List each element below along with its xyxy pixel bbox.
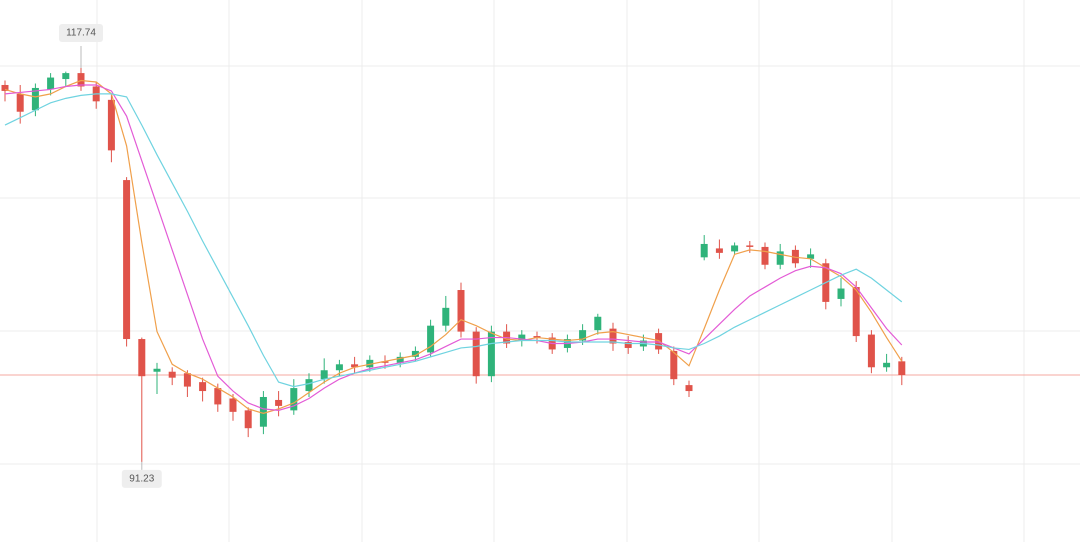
candle-body [518, 334, 526, 341]
candle-body [715, 248, 723, 253]
candle-body [700, 243, 708, 258]
moving-average [4, 93, 903, 388]
candle-body [852, 287, 860, 337]
candle-body [47, 77, 55, 90]
candle-body [366, 359, 374, 368]
candle-body [305, 379, 313, 392]
low-label-box [121, 469, 162, 488]
candle-body [898, 361, 906, 376]
candle-body [685, 385, 693, 392]
candle-body [275, 399, 283, 406]
candle-body [244, 410, 252, 429]
candle-body [229, 398, 237, 412]
high-label: 117.74 [66, 28, 96, 39]
candle-body [624, 342, 632, 348]
candle-body [883, 362, 891, 368]
high-label-box [59, 24, 103, 43]
candle-body [183, 373, 191, 387]
candle-body [731, 245, 739, 252]
candle-body [776, 251, 784, 265]
candle-body [320, 370, 328, 380]
candle-body [16, 93, 24, 112]
moving-average [4, 79, 903, 414]
candle-body [107, 99, 115, 151]
candle-body [791, 249, 799, 264]
candle-body [761, 246, 769, 265]
candle-body [427, 325, 435, 353]
candle-body [442, 307, 450, 326]
candle-body [396, 356, 404, 363]
candle-body [472, 331, 480, 377]
candle-body [807, 254, 815, 259]
candle-body [533, 336, 541, 338]
candle-body [138, 339, 146, 377]
candle-body [214, 388, 222, 405]
candle-body [62, 73, 70, 80]
candle-body [77, 73, 85, 87]
candle-body [335, 364, 343, 371]
candle-body [168, 371, 176, 378]
candle-body [199, 382, 207, 392]
candle-body [153, 368, 161, 372]
candle-body [31, 87, 39, 111]
low-label: 91.23 [129, 474, 154, 485]
moving-average [4, 84, 903, 411]
candle-body [259, 396, 267, 427]
candle-body [1, 84, 9, 91]
candle-body [411, 350, 419, 357]
candle-body [457, 290, 465, 332]
candle-body [746, 245, 754, 247]
candle-body [579, 330, 587, 341]
candle-body [594, 316, 602, 331]
candle-body [290, 388, 298, 411]
candle-body [837, 288, 845, 299]
candle-body [487, 331, 495, 377]
candle-body [609, 328, 617, 344]
candle-body [867, 334, 875, 368]
candle-body [381, 361, 389, 363]
candle-body [670, 350, 678, 380]
candle-body [123, 180, 131, 340]
candle-body [351, 364, 359, 368]
